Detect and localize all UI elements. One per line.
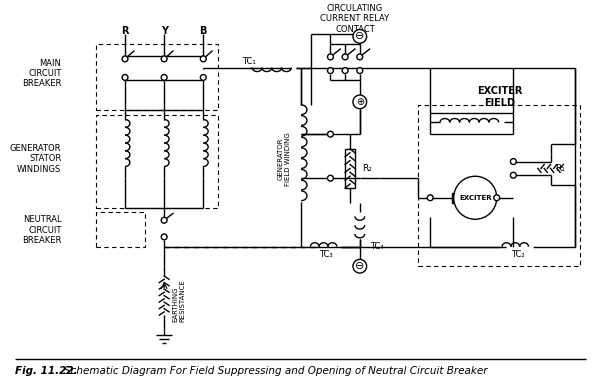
Circle shape bbox=[328, 68, 334, 74]
Text: GENERATOR
FIELD WINDING: GENERATOR FIELD WINDING bbox=[278, 132, 291, 185]
Bar bbox=[96, 115, 218, 208]
Circle shape bbox=[161, 234, 167, 240]
Circle shape bbox=[328, 175, 334, 181]
Circle shape bbox=[427, 195, 433, 201]
Bar bbox=[96, 213, 144, 247]
Text: TC₄: TC₄ bbox=[370, 242, 383, 251]
Circle shape bbox=[510, 172, 516, 178]
Text: GENERATOR
STATOR
WINDINGS: GENERATOR STATOR WINDINGS bbox=[10, 144, 62, 173]
Text: Fig. 11.22.: Fig. 11.22. bbox=[16, 366, 78, 376]
Text: CIRCULATING
CURRENT RELAY
CONTACT: CIRCULATING CURRENT RELAY CONTACT bbox=[320, 4, 389, 34]
Circle shape bbox=[200, 75, 206, 80]
Text: EARTHING
RESISTANCE: EARTHING RESISTANCE bbox=[172, 279, 185, 322]
Circle shape bbox=[200, 56, 206, 62]
Text: ⊕: ⊕ bbox=[356, 97, 364, 107]
Circle shape bbox=[494, 195, 500, 201]
Text: Schematic Diagram For Field Suppressing and Opening of Neutral Circuit Breaker: Schematic Diagram For Field Suppressing … bbox=[64, 366, 488, 376]
Circle shape bbox=[353, 259, 367, 273]
Bar bbox=[345, 149, 355, 188]
Text: ⊖: ⊖ bbox=[355, 31, 364, 41]
Text: TC₁: TC₁ bbox=[243, 57, 256, 66]
Circle shape bbox=[342, 54, 348, 60]
Text: TC₃: TC₃ bbox=[319, 250, 332, 259]
Circle shape bbox=[161, 217, 167, 223]
Text: R: R bbox=[121, 26, 129, 36]
Circle shape bbox=[161, 75, 167, 80]
Circle shape bbox=[510, 159, 516, 164]
Circle shape bbox=[328, 54, 334, 60]
Text: ⊖: ⊖ bbox=[355, 261, 364, 271]
Bar bbox=[96, 44, 218, 110]
Circle shape bbox=[328, 131, 334, 137]
Text: EXCITER: EXCITER bbox=[459, 195, 492, 201]
Text: R₂: R₂ bbox=[362, 164, 371, 173]
Bar bbox=[452, 193, 459, 203]
Text: EXCITER
FIELD: EXCITER FIELD bbox=[477, 86, 522, 108]
Circle shape bbox=[161, 56, 167, 62]
Text: MAIN
CIRCUIT
BREAKER: MAIN CIRCUIT BREAKER bbox=[22, 59, 62, 88]
Circle shape bbox=[122, 75, 128, 80]
Text: B: B bbox=[199, 26, 207, 36]
Circle shape bbox=[357, 54, 363, 60]
Circle shape bbox=[353, 29, 367, 43]
Text: Y: Y bbox=[161, 26, 168, 36]
Circle shape bbox=[122, 56, 128, 62]
Bar bbox=[419, 105, 580, 266]
Text: R₁: R₁ bbox=[555, 164, 565, 173]
Circle shape bbox=[453, 176, 497, 219]
Text: TC₂: TC₂ bbox=[512, 250, 525, 259]
Text: NEUTRAL
CIRCUIT
BREAKER: NEUTRAL CIRCUIT BREAKER bbox=[22, 215, 62, 245]
Circle shape bbox=[357, 68, 363, 74]
Circle shape bbox=[353, 95, 367, 109]
Circle shape bbox=[342, 68, 348, 74]
